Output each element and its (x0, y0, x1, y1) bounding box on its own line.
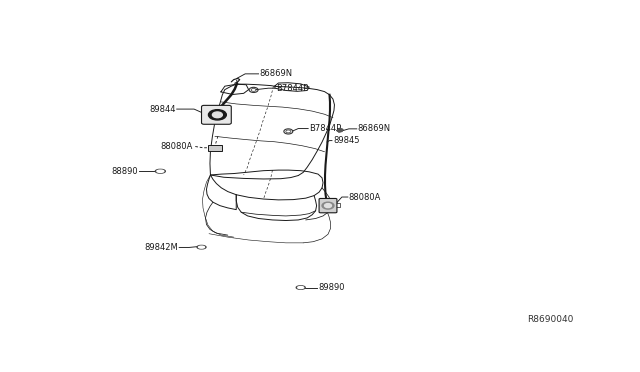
Text: 86869N: 86869N (260, 69, 292, 78)
Text: 86869N: 86869N (358, 124, 391, 133)
Text: 89890: 89890 (318, 283, 344, 292)
Ellipse shape (296, 286, 305, 289)
Text: 88890: 88890 (111, 167, 138, 176)
Polygon shape (337, 129, 343, 132)
Text: 88080A: 88080A (349, 193, 381, 202)
Circle shape (324, 203, 332, 208)
Circle shape (322, 202, 334, 209)
Text: B7844P: B7844P (309, 124, 341, 133)
Text: B7844P: B7844P (276, 84, 308, 93)
Circle shape (212, 112, 222, 118)
Circle shape (209, 110, 227, 120)
FancyBboxPatch shape (319, 198, 337, 213)
Ellipse shape (298, 286, 304, 289)
Text: 89844: 89844 (149, 105, 176, 113)
Ellipse shape (157, 170, 164, 172)
Text: 89845: 89845 (333, 136, 360, 145)
Text: R8690040: R8690040 (527, 315, 573, 324)
FancyBboxPatch shape (208, 145, 222, 151)
Ellipse shape (156, 169, 165, 173)
Ellipse shape (198, 246, 205, 248)
Ellipse shape (197, 246, 206, 249)
Text: 88080A: 88080A (161, 142, 193, 151)
FancyBboxPatch shape (202, 105, 231, 124)
Text: 89842M: 89842M (145, 243, 178, 252)
